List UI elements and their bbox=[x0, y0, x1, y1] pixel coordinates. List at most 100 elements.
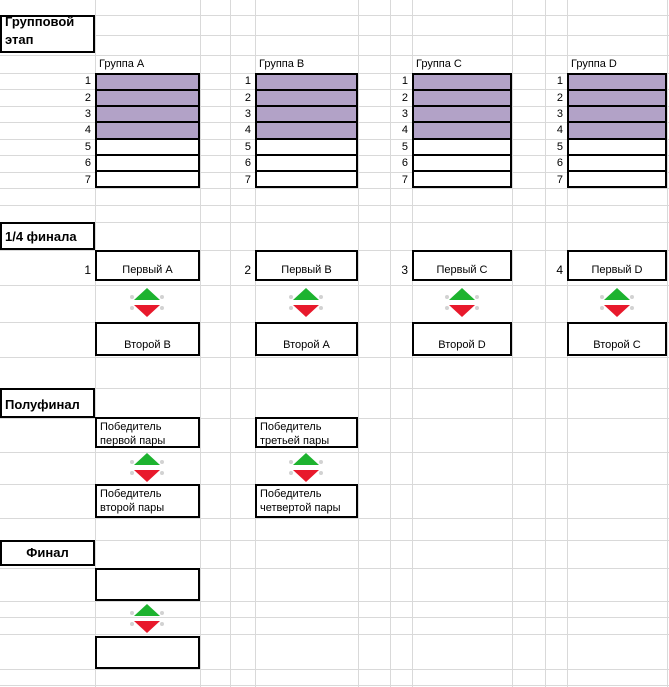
final-header: Финал bbox=[0, 540, 95, 566]
group-c-cell-3[interactable] bbox=[414, 107, 510, 124]
handle-dot-icon bbox=[130, 622, 134, 626]
group-b-cell-7[interactable] bbox=[257, 172, 356, 186]
qf-pair-2-bottom-cell[interactable]: Второй A bbox=[255, 322, 358, 356]
gridline bbox=[0, 669, 669, 670]
group-c-cell-6[interactable] bbox=[414, 156, 510, 172]
qf-pair-3-bottom-cell[interactable]: Второй D bbox=[412, 322, 512, 356]
group-a-cell-3[interactable] bbox=[97, 107, 198, 124]
group-stage-header: Групповой этап bbox=[0, 14, 95, 53]
qf-pair-3-top-cell[interactable]: Первый C bbox=[412, 250, 512, 281]
row-number: 2 bbox=[556, 91, 563, 104]
handle-dot-icon bbox=[630, 295, 634, 299]
group-stage-title-line2: этап bbox=[5, 32, 34, 47]
gridline bbox=[390, 0, 391, 687]
group-d-cell-5[interactable] bbox=[569, 140, 665, 156]
arrow-down-icon bbox=[604, 305, 630, 317]
sf-pair-1-bottom-cell[interactable]: Победитель второй пары bbox=[95, 484, 200, 518]
arrow-down-icon bbox=[134, 305, 160, 317]
handle-dot-icon bbox=[475, 306, 479, 310]
sf-pair-2-top-line1: Победитель bbox=[260, 421, 322, 433]
qf-pair-4-bottom-cell[interactable]: Второй C bbox=[567, 322, 667, 356]
sf-pair-2-bottom-cell[interactable]: Победитель четвертой пары bbox=[255, 484, 358, 518]
group-d-cell-2[interactable] bbox=[569, 91, 665, 108]
sf-pair-1-top-line1: Победитель bbox=[100, 421, 162, 433]
group-a-cell-2[interactable] bbox=[97, 91, 198, 108]
row-number: 7 bbox=[556, 173, 563, 186]
group-a-row-numbers: 1 2 3 4 5 6 7 bbox=[53, 73, 91, 188]
qf-pair-1-bottom-cell[interactable]: Второй B bbox=[95, 322, 200, 356]
row-number: 4 bbox=[244, 124, 251, 137]
group-b-cell-3[interactable] bbox=[257, 107, 356, 124]
row-number: 6 bbox=[401, 157, 408, 170]
group-d-cell-1[interactable] bbox=[569, 75, 665, 92]
group-c-cell-1[interactable] bbox=[414, 75, 510, 92]
final-title: Финал bbox=[26, 545, 69, 560]
group-b-cell-2[interactable] bbox=[257, 91, 356, 108]
row-number: 3 bbox=[84, 108, 91, 121]
qf-pair-1-top-cell[interactable]: Первый A bbox=[95, 250, 200, 281]
handle-dot-icon bbox=[130, 306, 134, 310]
group-c-cell-2[interactable] bbox=[414, 91, 510, 108]
row-number: 4 bbox=[401, 124, 408, 137]
group-b-cell-6[interactable] bbox=[257, 156, 356, 172]
sf-pair-1-top-line2: первой пары bbox=[100, 435, 166, 447]
handle-dot-icon bbox=[630, 306, 634, 310]
arrow-down-icon bbox=[293, 470, 319, 482]
pair-4-number: 4 bbox=[556, 263, 563, 277]
row-number: 7 bbox=[401, 173, 408, 186]
qf-pair-4-bottom-label: Второй C bbox=[593, 339, 641, 351]
group-b-cell-1[interactable] bbox=[257, 75, 356, 92]
qf-pair-1-top-label: Первый A bbox=[122, 264, 173, 276]
gridline bbox=[0, 15, 669, 16]
handle-dot-icon bbox=[289, 295, 293, 299]
group-c-cell-4[interactable] bbox=[414, 123, 510, 140]
group-b-cell-5[interactable] bbox=[257, 140, 356, 156]
group-a-label: Группа A bbox=[99, 58, 145, 70]
handle-dot-icon bbox=[319, 306, 323, 310]
row-number: 4 bbox=[84, 124, 91, 137]
final-bottom-cell[interactable] bbox=[95, 636, 200, 669]
sf-pair-2-bottom-line2: четвертой пары bbox=[260, 502, 341, 514]
group-a-cell-5[interactable] bbox=[97, 140, 198, 156]
sf-pair-1-top-cell[interactable]: Победитель первой пары bbox=[95, 417, 200, 448]
handle-dot-icon bbox=[160, 306, 164, 310]
qf-pair-3-bottom-label: Второй D bbox=[438, 339, 486, 351]
handle-dot-icon bbox=[289, 306, 293, 310]
group-d-cell-7[interactable] bbox=[569, 172, 665, 186]
arrow-down-icon bbox=[293, 305, 319, 317]
group-a-table bbox=[95, 73, 200, 188]
group-a-cell-4[interactable] bbox=[97, 123, 198, 140]
group-c-cell-5[interactable] bbox=[414, 140, 510, 156]
group-d-row-numbers: 1 2 3 4 5 6 7 bbox=[525, 73, 563, 188]
group-a-cell-7[interactable] bbox=[97, 172, 198, 186]
row-number: 5 bbox=[401, 140, 408, 153]
final-top-cell[interactable] bbox=[95, 568, 200, 601]
arrow-up-icon bbox=[293, 288, 319, 300]
handle-dot-icon bbox=[475, 295, 479, 299]
group-d-cell-3[interactable] bbox=[569, 107, 665, 124]
qualify-arrows-icon bbox=[289, 286, 323, 319]
row-number: 6 bbox=[244, 157, 251, 170]
gridline bbox=[0, 55, 669, 56]
qf-pair-2-top-label: Первый B bbox=[281, 264, 332, 276]
gridline bbox=[0, 388, 669, 389]
arrow-down-icon bbox=[134, 621, 160, 633]
group-d-cell-4[interactable] bbox=[569, 123, 665, 140]
sf-pair-2-top-line2: третьей пары bbox=[260, 435, 330, 447]
group-b-cell-4[interactable] bbox=[257, 123, 356, 140]
row-number: 6 bbox=[84, 157, 91, 170]
sf-pair-2-top-cell[interactable]: Победитель третьей пары bbox=[255, 417, 358, 448]
group-stage-title-line1: Групповой bbox=[5, 14, 75, 29]
group-a-cell-6[interactable] bbox=[97, 156, 198, 172]
group-d-cell-6[interactable] bbox=[569, 156, 665, 172]
group-c-cell-7[interactable] bbox=[414, 172, 510, 186]
group-a-cell-1[interactable] bbox=[97, 75, 198, 92]
gridline bbox=[0, 452, 669, 453]
row-number: 3 bbox=[401, 108, 408, 121]
qf-pair-4-top-cell[interactable]: Первый D bbox=[567, 250, 667, 281]
qf-pair-4-top-label: Первый D bbox=[591, 264, 643, 276]
qf-pair-2-top-cell[interactable]: Первый B bbox=[255, 250, 358, 281]
gridline bbox=[230, 0, 231, 687]
gridline bbox=[0, 205, 669, 206]
group-d-table bbox=[567, 73, 667, 188]
